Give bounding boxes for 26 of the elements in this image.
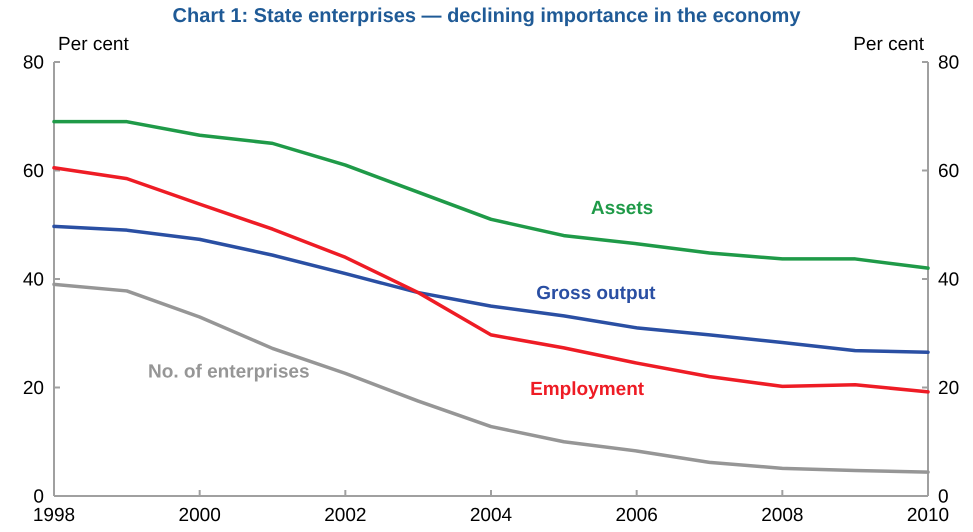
series-label: Gross output	[536, 283, 656, 304]
x-tick-label: 2004	[470, 505, 513, 526]
y-tick-label: 80	[22, 52, 44, 74]
y2-tick-label: 60	[938, 161, 960, 182]
x-tick-label: 2010	[906, 505, 950, 526]
y2-tick-label: 40	[938, 270, 960, 291]
series-label: No. of enterprises	[148, 362, 310, 383]
y-tick-label: 60	[22, 161, 44, 182]
y-tick-label: 20	[22, 378, 44, 400]
y2-axis-title: Per cent	[853, 34, 925, 55]
y-axis-title: Per cent	[58, 34, 130, 55]
chart-title: Chart 1: State enterprises — declining importance in the economy	[172, 5, 802, 27]
y2-tick-label: 80	[938, 52, 960, 74]
line-series	[52, 224, 930, 354]
y-tick-label: 40	[22, 270, 44, 291]
x-tick-label: 2002	[324, 505, 366, 526]
series-label: Employment	[530, 378, 645, 400]
y-tick-label: 0	[33, 486, 44, 508]
x-tick-label: 1998	[32, 505, 76, 526]
y2-tick-label: 20	[938, 378, 960, 400]
x-tick-label: 2006	[616, 505, 658, 526]
line-series	[52, 120, 930, 270]
x-tick-label: 2000	[178, 505, 221, 526]
x-tick-label: 2008	[761, 505, 804, 526]
series-label: Assets	[590, 198, 654, 220]
y2-tick-label: 0	[938, 486, 949, 508]
